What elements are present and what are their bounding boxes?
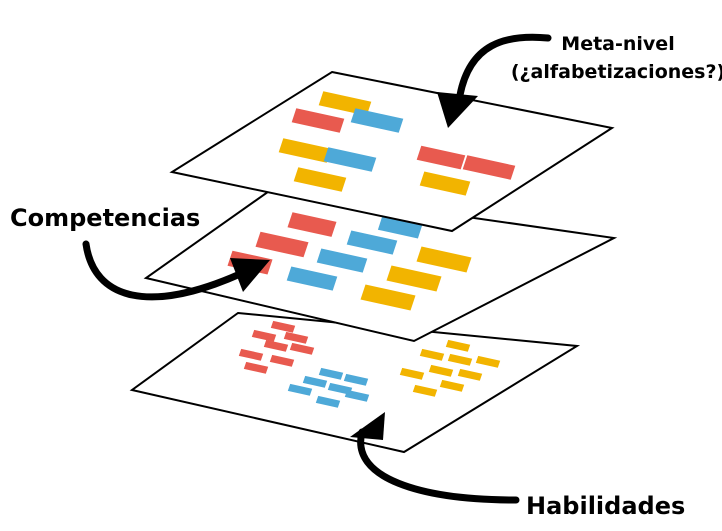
competencias-tile-blue — [346, 230, 398, 255]
arrow-competencias — [82, 240, 270, 301]
meta-tile-blue — [350, 108, 404, 133]
habilidades-tile-yellow — [399, 367, 425, 380]
habilidades-tile-red — [251, 329, 277, 342]
plane-competencias-sheet — [143, 187, 618, 343]
habilidades-tile-yellow — [445, 339, 471, 352]
competencias-tile-yellow — [360, 284, 416, 311]
plane-meta-nivel-sheet — [169, 70, 615, 233]
arrow-meta-nivel-shaft — [456, 33, 552, 99]
meta-tile-yellow — [419, 171, 471, 196]
habilidades-tile-yellow — [475, 355, 501, 368]
arrow-meta-nivel-head — [437, 92, 478, 128]
habilidades-tile-blue — [302, 375, 328, 388]
competencias-tile-yellow — [416, 246, 472, 273]
habilidades-tile-yellow — [447, 353, 473, 366]
habilidades-tile-yellow — [457, 368, 483, 381]
label-habilidades: Habilidades — [526, 492, 685, 520]
competencias-tile-blue — [316, 248, 368, 273]
habilidades-tile-red — [243, 361, 269, 374]
habilidades-tile-yellow — [419, 348, 445, 361]
habilidades-tile-blue — [315, 395, 341, 408]
meta-tile-yellow — [278, 138, 332, 163]
label-meta-nivel-subtitle: (¿alfabetizaciones?) — [511, 61, 722, 83]
habilidades-tile-red — [238, 348, 264, 361]
plane-meta-nivel — [169, 70, 615, 233]
habilidades-tile-red — [263, 339, 289, 352]
habilidades-tile-blue — [318, 367, 344, 380]
meta-tile-red — [416, 145, 466, 170]
habilidades-tile-yellow — [412, 384, 438, 397]
habilidades-tile-red — [289, 342, 315, 355]
habilidades-tile-red — [270, 320, 296, 333]
label-meta-nivel: Meta-nivel — [561, 33, 674, 55]
competencias-tile-blue — [286, 266, 338, 291]
habilidades-tile-blue — [344, 389, 370, 402]
label-competencias: Competencias — [10, 204, 200, 232]
tiles-meta-nivel — [278, 91, 516, 196]
habilidades-tile-red — [269, 354, 295, 367]
arrow-competencias-shaft — [82, 240, 244, 301]
meta-tile-red — [462, 155, 516, 180]
plane-habilidades — [129, 311, 581, 454]
competencias-tile-red — [287, 212, 337, 237]
meta-tile-yellow — [293, 167, 347, 192]
meta-tile-red — [291, 108, 345, 133]
habilidades-tile-yellow — [439, 379, 465, 392]
habilidades-tile-red — [283, 331, 309, 344]
habilidades-tile-blue — [343, 373, 369, 386]
habilidades-tile-yellow — [428, 364, 454, 377]
habilidades-tile-blue — [287, 383, 313, 396]
competencias-tile-yellow — [386, 265, 442, 292]
arrow-competencias-head — [230, 258, 270, 292]
arrow-habilidades-head — [350, 412, 385, 440]
arrow-habilidades-shaft — [357, 428, 520, 504]
meta-tile-blue — [323, 147, 377, 172]
competencias-tile-blue — [377, 216, 423, 239]
competencias-tile-red — [255, 231, 309, 258]
tiles-habilidades — [238, 320, 501, 408]
habilidades-tile-blue — [327, 382, 353, 395]
arrow-habilidades — [350, 412, 520, 504]
arrow-meta-nivel — [437, 33, 552, 128]
